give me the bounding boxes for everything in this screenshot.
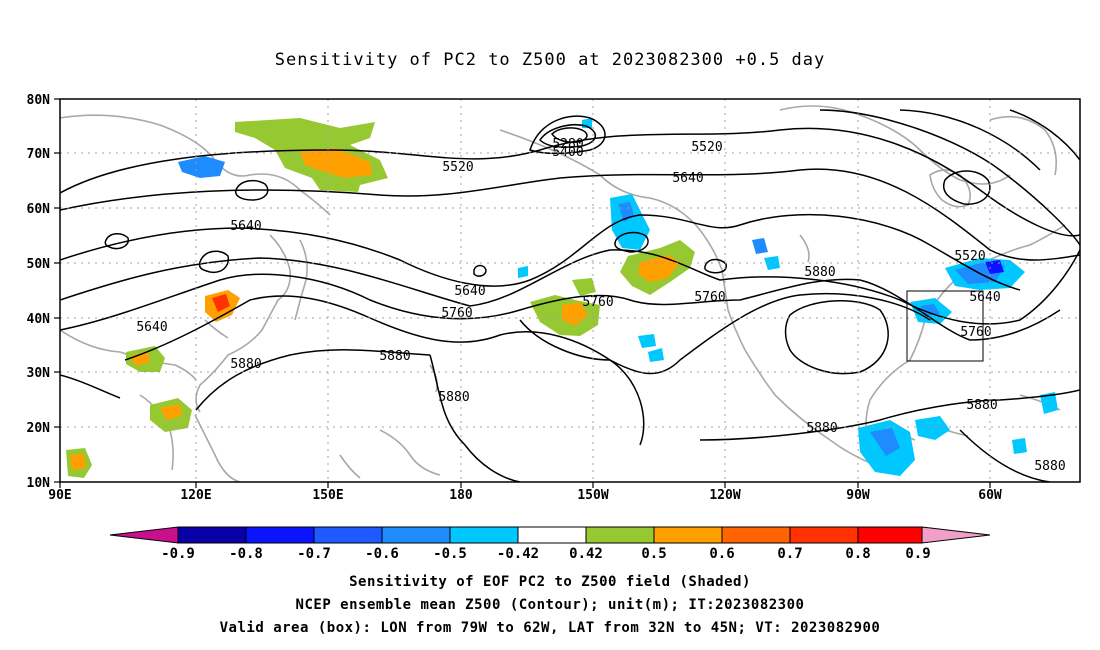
- colorbar-tick-label: 0.8: [845, 546, 870, 562]
- colorbar-tick-label: -0.6: [365, 546, 399, 562]
- colorbar-tick-label: 0.7: [777, 546, 802, 562]
- contour-label: 5880: [379, 349, 410, 364]
- valid-area-box: [906, 290, 984, 362]
- contour-label: 5880: [230, 357, 261, 372]
- lon-label: 120W: [709, 488, 740, 503]
- contour-label: 5760: [694, 290, 725, 305]
- contour-labels: 5280 5400 5520 5520 5520 5640 5640 5640 …: [136, 137, 1065, 474]
- colorbar-tick-label: -0.9: [161, 546, 195, 562]
- contour-label: 5640: [136, 320, 167, 335]
- colorbar-tick-label: -0.7: [297, 546, 331, 562]
- colorbar-tick-label: -0.42: [497, 546, 539, 562]
- lon-label: 180: [449, 488, 473, 503]
- lon-label: 120E: [180, 488, 211, 503]
- sensitivity-shading: [66, 118, 1058, 478]
- lon-label: 150W: [577, 488, 608, 503]
- contour-label: 5280: [552, 137, 583, 152]
- lat-label: 40N: [27, 312, 51, 327]
- colorbar-segment: [381, 526, 451, 544]
- caption-valid-area: Valid area (box): LON from 79W to 62W, L…: [219, 620, 881, 636]
- lon-axis-labels: 90E 120E 150E 180 150W 120W 90W 60W: [48, 488, 1002, 503]
- colorbar-segment: [789, 526, 859, 544]
- contour-label: 5880: [1034, 459, 1065, 474]
- contour-label: 5520: [691, 140, 722, 155]
- contour-label: 5640: [454, 284, 485, 299]
- lat-label: 20N: [27, 421, 51, 436]
- contour-label: 5880: [966, 398, 997, 413]
- contour-label: 5880: [806, 421, 837, 436]
- colorbar-tick-label: -0.5: [433, 546, 467, 562]
- z500-contours: [60, 109, 1080, 482]
- colorbar-tick-label: -0.8: [229, 546, 263, 562]
- colorbar-low-end: [109, 526, 179, 544]
- colorbar-tick-label: 0.6: [709, 546, 734, 562]
- contour-label: 5640: [672, 171, 703, 186]
- contour-label: 5880: [804, 265, 835, 280]
- plot-frame: [59, 98, 1081, 483]
- colorbar-labels: -0.9 -0.8 -0.7 -0.6 -0.5 -0.42 0.42 0.5 …: [161, 546, 931, 562]
- lat-label: 10N: [27, 476, 51, 491]
- contour-label: 5640: [230, 219, 261, 234]
- colorbar-segment: [653, 526, 723, 544]
- colorbar-tick-label: 0.42: [569, 546, 603, 562]
- axis-ticks: [54, 98, 991, 488]
- colorbar-segment: [245, 526, 315, 544]
- lat-label: 70N: [27, 147, 51, 162]
- lon-label: 90E: [48, 488, 71, 503]
- colorbar-segment: [313, 526, 383, 544]
- lat-label: 30N: [27, 366, 51, 381]
- lon-label: 150E: [312, 488, 343, 503]
- colorbar-segment: [449, 526, 519, 544]
- contour-label: 5640: [969, 290, 1000, 305]
- lat-label: 60N: [27, 202, 51, 217]
- colorbar-tick-label: 0.5: [641, 546, 666, 562]
- colorbar-segment: [857, 526, 923, 544]
- lon-label: 90W: [846, 488, 870, 503]
- colorbar-segment: [517, 526, 587, 544]
- grid-lines: [60, 99, 1080, 482]
- colorbar-segment: [585, 526, 655, 544]
- caption-contour: NCEP ensemble mean Z500 (Contour); unit(…: [295, 597, 805, 613]
- contour-label: 5520: [954, 249, 985, 264]
- colorbar-segment: [721, 526, 791, 544]
- map-title: Sensitivity of PC2 to Z500 at 2023082300…: [274, 50, 826, 70]
- contour-label: 5760: [960, 325, 991, 340]
- contour-label: 5520: [442, 160, 473, 175]
- contour-label: 5760: [441, 306, 472, 321]
- contour-label: 5400: [552, 145, 583, 160]
- colorbar-tick-label: 0.9: [905, 546, 930, 562]
- colorbar: [109, 526, 991, 544]
- lon-label: 60W: [978, 488, 1002, 503]
- contour-label: 5880: [438, 390, 469, 405]
- lat-axis-labels: 10N 20N 30N 40N 50N 60N 70N 80N: [27, 93, 51, 491]
- colorbar-segment: [177, 526, 247, 544]
- colorbar-high-end: [921, 526, 991, 544]
- lat-label: 50N: [27, 257, 51, 272]
- lat-label: 80N: [27, 93, 51, 108]
- caption-shading: Sensitivity of EOF PC2 to Z500 field (Sh…: [349, 574, 751, 590]
- contour-label: 5760: [582, 295, 613, 310]
